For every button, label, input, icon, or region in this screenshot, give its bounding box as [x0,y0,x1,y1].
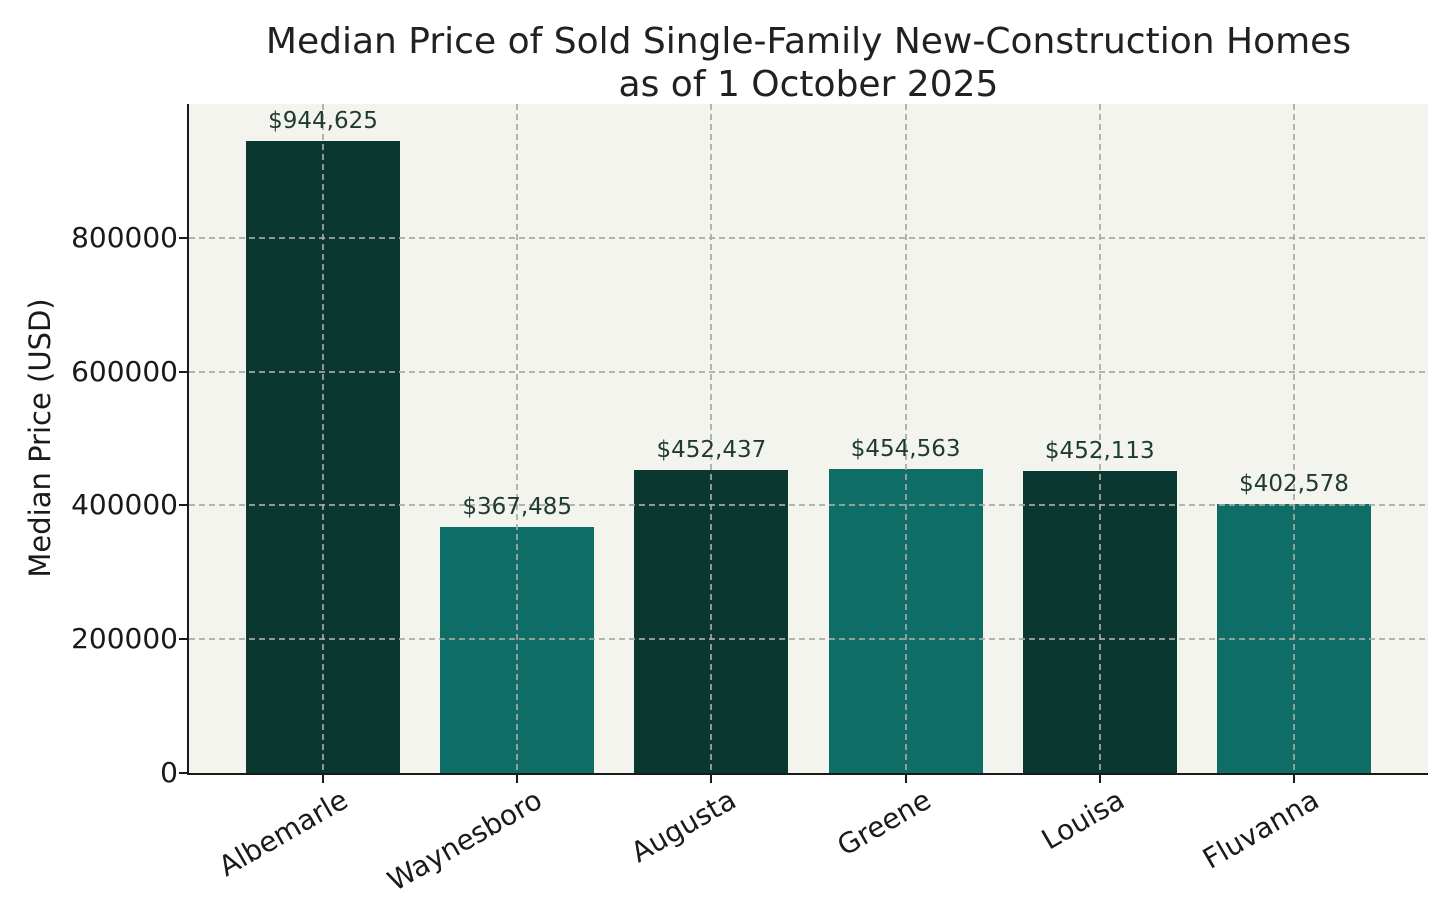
y-tick-label-400000: 400000 [71,488,178,522]
y-tick-mark [179,236,187,239]
bar-value-label-greene: $454,563 [850,435,961,462]
gridline-x-augusta [710,104,713,773]
gridline-x-fluvanna [1293,104,1295,773]
chart-title-line2: as of 1 October 2025 [618,64,999,105]
gridline-x-louisa [1098,104,1101,773]
x-tick-mark [1098,775,1101,783]
y-tick-label-600000: 600000 [71,354,178,388]
y-tick-mark [179,370,187,373]
x-tick-label-greene: Greene [831,783,937,863]
y-tick-label-800000: 800000 [71,220,178,254]
x-tick-mark [1293,775,1295,783]
y-axis-label: Median Price (USD) [23,298,57,578]
x-tick-label-albemarle: Albemarle [213,783,354,884]
x-tick-label-augusta: Augusta [625,783,742,870]
bar-value-label-louisa: $452,113 [1044,437,1155,464]
gridline-x-waynesboro [516,104,519,773]
x-tick-mark [322,775,324,783]
bar-value-label-augusta: $452,437 [656,437,767,464]
y-tick-label-200000: 200000 [71,622,178,656]
x-tick-label-waynesboro: Waynesboro [382,783,548,898]
x-tick-label-fluvanna: Fluvanna [1197,783,1325,876]
x-tick-mark [904,775,907,783]
y-tick-label-0: 0 [160,756,178,789]
x-tick-label-louisa: Louisa [1036,783,1131,857]
bar-value-label-albemarle: $944,625 [268,108,378,135]
x-axis-spine [187,773,1428,775]
x-tick-mark [516,775,519,783]
chart-title: Median Price of Sold Single-Family New-C… [189,20,1428,106]
bar-value-label-fluvanna: $402,578 [1239,470,1349,497]
chart-title-line1: Median Price of Sold Single-Family New-C… [265,21,1352,62]
x-tick-mark [710,775,713,783]
gridline-x-albemarle [322,104,324,773]
gridline-y-600000 [189,370,1428,373]
bar-value-label-waynesboro: $367,485 [462,494,573,521]
gridline-x-greene [904,104,907,773]
y-tick-mark [179,504,187,507]
y-tick-mark [179,772,187,774]
gridline-y-800000 [189,236,1428,239]
gridline-y-400000 [189,504,1428,507]
y-axis-spine [187,104,189,775]
gridline-y-200000 [189,638,1428,641]
y-tick-mark [179,638,187,641]
